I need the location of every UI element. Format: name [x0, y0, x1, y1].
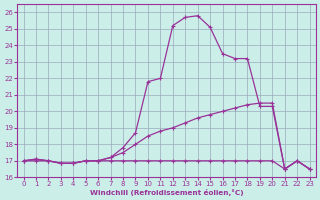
X-axis label: Windchill (Refroidissement éolien,°C): Windchill (Refroidissement éolien,°C) [90, 189, 244, 196]
